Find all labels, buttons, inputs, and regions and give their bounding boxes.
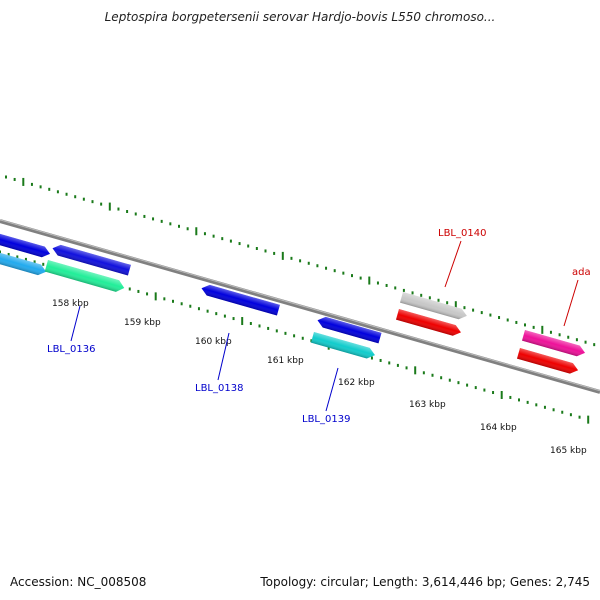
- gene-lbl-0138[interactable]: [200, 283, 280, 316]
- gene-lbl-0139[interactable]: [310, 332, 377, 360]
- gene-label[interactable]: LBL_0136: [47, 344, 95, 355]
- gene-ada-lower[interactable]: [516, 348, 580, 376]
- kbp-label: 164 kbp: [480, 423, 517, 433]
- gene-lbl-0140-lower[interactable]: [395, 309, 462, 338]
- kbp-scale-labels: 158 kbp 159 kbp 160 kbp 161 kbp 162 kbp 163 k…: [52, 299, 587, 456]
- gene-d[interactable]: [44, 260, 126, 294]
- kbp-label: 165 kbp: [550, 446, 587, 456]
- gene-label[interactable]: LBL_0139: [302, 414, 350, 425]
- kbp-label: 159 kbp: [124, 318, 161, 328]
- kbp-label: 161 kbp: [267, 356, 304, 366]
- label-pointers: [70, 240, 579, 412]
- kbp-label: 163 kbp: [409, 400, 446, 410]
- label-pointer-line: [444, 240, 462, 288]
- topology-summary: Topology: circular; Length: 3,614,446 bp…: [260, 575, 590, 589]
- kbp-label: 160 kbp: [195, 337, 232, 347]
- outer-tick-row: [5, 175, 596, 347]
- gene-label[interactable]: LBL_0138: [195, 383, 243, 394]
- label-pointer-line: [563, 279, 579, 327]
- gene-a[interactable]: [0, 231, 52, 259]
- gene-label[interactable]: LBL_0140: [438, 228, 486, 239]
- label-pointer-line: [325, 367, 339, 412]
- accession-text: Accession: NC_008508: [10, 575, 147, 589]
- label-pointer-line: [217, 332, 230, 381]
- gene-c[interactable]: [0, 250, 48, 277]
- gene-lbl-0139-upper[interactable]: [316, 315, 382, 344]
- chromosome-backbone: [0, 219, 600, 394]
- gene-features[interactable]: [0, 231, 587, 376]
- gene-b[interactable]: [51, 243, 131, 276]
- map-title: Leptospira borgpetersenii serovar Hardjo…: [104, 10, 496, 24]
- gene-label[interactable]: ada: [572, 267, 591, 278]
- gene-ada[interactable]: [521, 330, 587, 358]
- kbp-label: 158 kbp: [52, 299, 89, 309]
- gene-lbl-0140[interactable]: [399, 292, 468, 321]
- kbp-label: 162 kbp: [338, 378, 375, 388]
- chromosome-backbone-highlight: [0, 219, 600, 392]
- label-pointer-line: [70, 305, 81, 342]
